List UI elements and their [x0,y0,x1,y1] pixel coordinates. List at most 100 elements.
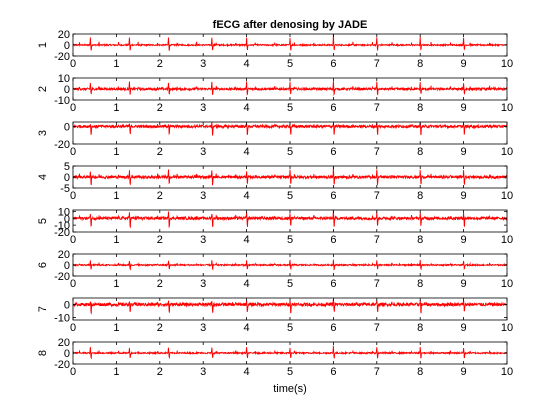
x-tick-label: 1 [113,366,119,378]
channel-label-7: 7 [37,306,49,312]
y-tick-label: 10 [58,73,70,85]
x-tick-label: 8 [417,366,423,378]
x-tick-label: 8 [417,278,423,290]
y-tick-label: 0 [64,213,70,225]
x-tick-label: 1 [113,146,119,158]
x-tick-label: 10 [501,278,513,290]
channel-label-1: 1 [37,42,49,48]
x-tick-label: 6 [330,322,336,334]
x-tick-label: 0 [70,278,76,290]
x-tick-label: 7 [374,278,380,290]
channel-label-4: 4 [37,174,49,180]
x-tick-label: 5 [287,146,293,158]
x-tick-label: 1 [113,58,119,70]
y-tick-label: -20 [54,271,70,283]
y-tick-label: 20 [58,337,70,349]
x-tick-label: 4 [244,234,250,246]
x-tick-label: 10 [501,58,513,70]
x-tick-label: 3 [200,366,206,378]
x-tick-label: 6 [330,366,336,378]
x-tick-label: 6 [330,102,336,114]
y-tick-label: 0 [64,40,70,52]
x-tick-label: 6 [330,146,336,158]
x-tick-label: 10 [501,146,513,158]
x-tick-label: 10 [501,322,513,334]
chart-title: fECG after denosing by JADE [213,19,368,31]
series-line-2 [73,81,507,97]
y-tick-label: 0 [64,84,70,96]
x-axis-label: time(s) [273,383,307,395]
x-tick-label: 10 [501,102,513,114]
y-tick-label: 10 [58,206,70,218]
x-tick-label: 9 [461,58,467,70]
x-tick-label: 3 [200,278,206,290]
x-tick-label: 8 [417,190,423,202]
y-tick-label: 20 [58,29,70,41]
x-tick-label: 3 [200,102,206,114]
x-tick-label: 3 [200,190,206,202]
x-tick-label: 7 [374,102,380,114]
x-tick-label: 5 [287,102,293,114]
x-tick-label: 8 [417,146,423,158]
y-tick-label: -20 [54,51,70,63]
x-tick-label: 1 [113,322,119,334]
x-tick-label: 7 [374,366,380,378]
x-tick-label: 10 [501,366,513,378]
x-tick-label: 3 [200,322,206,334]
x-tick-label: 6 [330,58,336,70]
x-tick-label: 8 [417,322,423,334]
series-line-1 [73,34,507,52]
x-tick-label: 1 [113,190,119,202]
x-tick-label: 7 [374,322,380,334]
x-tick-label: 5 [287,278,293,290]
x-tick-label: 0 [70,102,76,114]
x-tick-label: 4 [244,190,250,202]
x-tick-label: 5 [287,58,293,70]
x-tick-label: 4 [244,322,250,334]
x-tick-label: 4 [244,102,250,114]
x-tick-label: 4 [244,366,250,378]
subplot-3: 0 1 2 3 4 5 6 7 8 9 100-203 [37,121,513,158]
x-tick-label: 1 [113,102,119,114]
x-tick-label: 2 [157,102,163,114]
x-tick-label: 2 [157,58,163,70]
x-tick-label: 5 [287,366,293,378]
x-tick-label: 9 [461,322,467,334]
y-tick-label: 0 [64,260,70,272]
axes-box-5 [72,209,508,233]
x-tick-label: 8 [417,234,423,246]
x-tick-label: 4 [244,278,250,290]
x-tick-label: 8 [417,58,423,70]
x-tick-label: 0 [70,322,76,334]
channel-label-3: 3 [37,130,49,136]
series-line-5 [73,210,507,229]
y-tick-label: 0 [64,348,70,360]
channel-label-6: 6 [37,262,49,268]
x-tick-label: 3 [200,146,206,158]
series-line-7 [73,299,507,315]
x-tick-label: 9 [461,366,467,378]
x-tick-label: 9 [461,190,467,202]
x-tick-label: 5 [287,190,293,202]
x-tick-label: 4 [244,146,250,158]
y-tick-label: 0 [64,299,70,311]
y-tick-label: -10 [54,312,70,324]
x-tick-label: 9 [461,234,467,246]
y-tick-label: 5 [64,161,70,173]
x-tick-label: 0 [70,58,76,70]
y-tick-label: -10 [54,220,70,232]
series-line-4 [73,166,507,186]
x-tick-label: 7 [374,146,380,158]
series-line-8 [73,345,507,360]
x-tick-label: 6 [330,278,336,290]
x-tick-label: 3 [200,234,206,246]
channel-label-5: 5 [37,218,49,224]
y-tick-label: 20 [58,249,70,261]
subplot-7: 0 1 2 3 4 5 6 7 8 9 10 0-10 7 [37,297,513,334]
